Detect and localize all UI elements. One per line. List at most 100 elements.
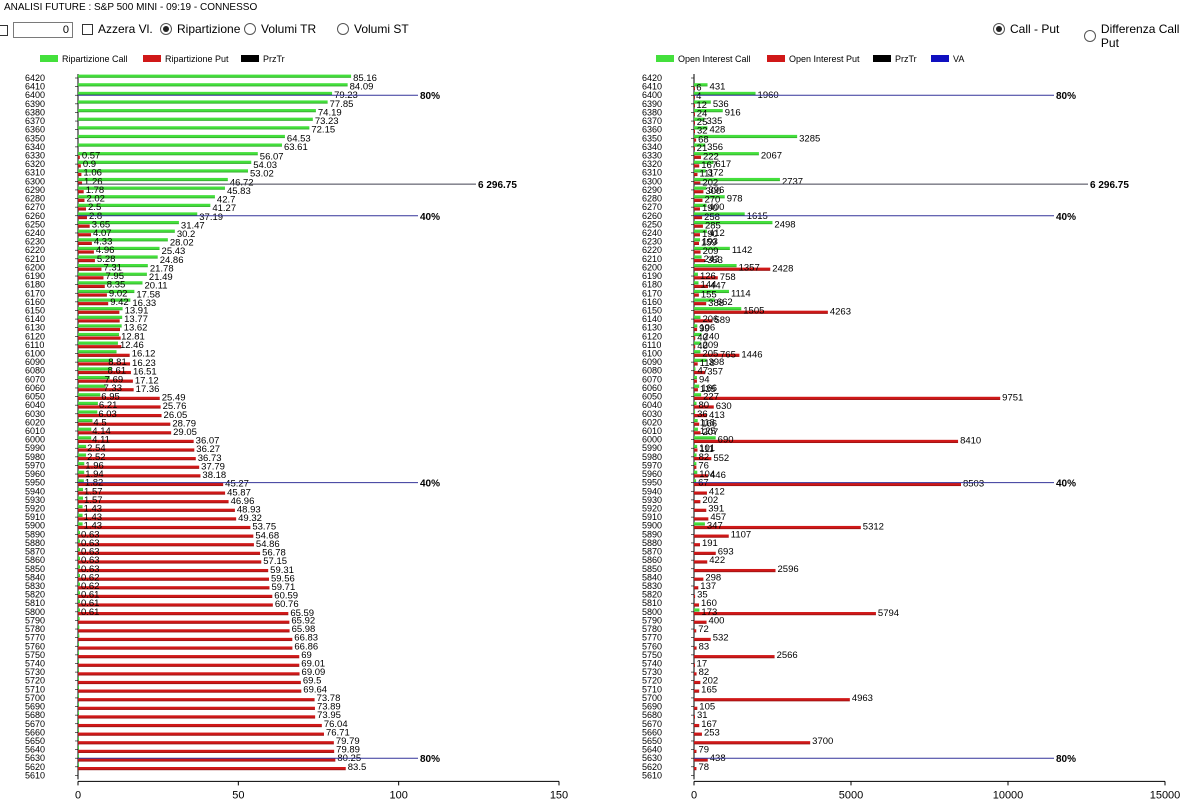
oi-ref-label: 80% <box>1056 754 1076 765</box>
oi-strike-label: 5950 <box>642 478 662 488</box>
oi-bar-value-label: 4263 <box>830 306 851 317</box>
radio-differenza[interactable]: Differenza Call Put <box>1084 22 1200 50</box>
rip-strike-label: 6000 <box>25 435 45 445</box>
rip-strike-label: 5730 <box>25 667 45 677</box>
oi-put-bar <box>694 250 701 254</box>
radio-volumi-st-dot[interactable] <box>337 23 349 35</box>
rip-strike-label: 6070 <box>25 374 45 384</box>
radio-volumi-st[interactable]: Volumi ST <box>337 22 409 36</box>
radio-ripartizione[interactable]: Ripartizione <box>160 22 240 36</box>
radio-differenza-dot[interactable] <box>1084 30 1096 42</box>
rip-strike-label: 6360 <box>25 125 45 135</box>
oi-bar-value-label: 400 <box>709 202 725 213</box>
oi-bar-value-label: 79 <box>698 745 709 756</box>
oi-put-bar <box>694 241 699 245</box>
oi-bar-value-label: 6 <box>696 83 701 94</box>
oi-put-bar <box>694 345 696 349</box>
rip-bar-value-label: 45.87 <box>227 487 251 498</box>
oi-bar-value-label: 40 <box>697 341 708 352</box>
oi-strike-label: 5740 <box>642 658 662 668</box>
oi-bar-value-label: 4963 <box>852 693 873 704</box>
rip-bar-value-label: 36.73 <box>198 453 222 464</box>
rip-strike-label: 6230 <box>25 237 45 247</box>
oi-strike-label: 5710 <box>642 684 662 694</box>
rip-put-bar <box>78 353 130 357</box>
oi-strike-label: 5930 <box>642 495 662 505</box>
counter-input[interactable] <box>13 22 73 38</box>
rip-bar-value-label: 46.72 <box>230 177 254 188</box>
rip-strike-label: 6240 <box>25 228 45 238</box>
oi-strike-label: 6240 <box>642 228 662 238</box>
rip-strike-label: 6110 <box>25 340 44 350</box>
oi-bar-value-label: 2566 <box>777 650 798 661</box>
radio-volumi-tr-label: Volumi TR <box>261 22 317 36</box>
radio-volumi-tr[interactable]: Volumi TR <box>244 22 316 36</box>
rip-bar-value-label: 45.83 <box>227 186 251 197</box>
radio-call-put[interactable]: Call - Put <box>993 22 1059 36</box>
oi-bar-value-label: 126 <box>700 271 716 282</box>
rip-put-bar <box>78 267 102 271</box>
rip-strike-label: 6030 <box>25 409 45 419</box>
rip-bar-value-label: 53.75 <box>252 522 276 533</box>
rip-put-bar <box>78 525 251 530</box>
rip-put-bar <box>78 551 261 555</box>
rip-call-bar <box>78 582 80 586</box>
oi-bar-value-label: 447 <box>710 281 726 292</box>
oi-put-bar <box>694 482 961 487</box>
radio-call-put-dot[interactable] <box>993 23 1005 35</box>
oi-strike-label: 6220 <box>642 245 662 255</box>
rip-bar-value-label: 2.5 <box>88 202 101 213</box>
oi-call-bar <box>694 608 700 612</box>
rip-strike-label: 6340 <box>25 142 45 152</box>
rip-bar-value-label: 0.63 <box>81 564 100 575</box>
oi-bar-value-label: 82 <box>699 452 710 463</box>
rip-call-bar <box>78 143 282 147</box>
radio-volumi-tr-dot[interactable] <box>244 23 256 35</box>
rip-bar-value-label: 59.56 <box>271 573 295 584</box>
rip-call-bar <box>78 307 123 311</box>
oi-strike-label: 6160 <box>642 297 662 307</box>
oi-put-bar <box>694 637 711 642</box>
azzera-checkbox-group[interactable]: Azzera Vl. <box>82 22 153 36</box>
rip-call-bar <box>78 599 80 604</box>
rip-bar-value-label: 2.02 <box>86 194 105 205</box>
oi-put-bar <box>694 706 698 710</box>
oi-bar-value-label: 446 <box>710 470 726 481</box>
rip-bar-value-label: 0.63 <box>81 547 100 558</box>
oi-bar-value-label: 353 <box>707 255 723 266</box>
oi-strike-label: 6070 <box>642 374 662 384</box>
rip-bar-value-label: 83.5 <box>348 762 367 773</box>
rip-strike-label: 5690 <box>25 702 45 712</box>
rip-legend-label-1: Ripartizione Put <box>165 54 229 64</box>
oi-strike-label: 5890 <box>642 529 662 539</box>
rip-call-bar <box>78 410 98 414</box>
oi-strike-label: 6250 <box>642 219 662 229</box>
rip-x-tick-label: 150 <box>550 789 568 801</box>
left-cut-checkbox[interactable] <box>0 24 8 36</box>
rip-bar-value-label: 0.57 <box>82 150 101 161</box>
rip-strike-label: 5840 <box>25 572 45 582</box>
oi-bar-value-label: 693 <box>718 547 734 558</box>
azzera-checkbox[interactable] <box>82 23 93 35</box>
radio-ripartizione-dot[interactable] <box>160 23 172 35</box>
rip-call-bar <box>78 685 79 690</box>
rip-put-bar <box>78 396 160 400</box>
oi-bar-value-label: 78 <box>698 762 709 773</box>
rip-call-bar <box>78 246 160 250</box>
rip-call-bar <box>78 375 110 380</box>
rip-bar-value-label: 12.81 <box>121 331 145 342</box>
oi-bar-value-label: 36 <box>697 409 708 420</box>
oi-strike-label: 5640 <box>642 745 662 755</box>
rip-strike-label: 5630 <box>25 753 45 763</box>
rip-put-bar <box>78 431 172 435</box>
oi-bar-value-label: 3700 <box>812 736 833 747</box>
rip-bar-value-label: 9.42 <box>110 297 129 308</box>
oi-put-bar <box>694 164 700 168</box>
rip-put-bar <box>78 672 300 676</box>
rip-put-bar <box>78 362 131 366</box>
rip-bar-value-label: 12.46 <box>120 340 144 351</box>
rip-put-bar <box>78 732 324 736</box>
rip-put-bar <box>78 172 82 177</box>
oi-bar-value-label: 83 <box>699 641 710 652</box>
